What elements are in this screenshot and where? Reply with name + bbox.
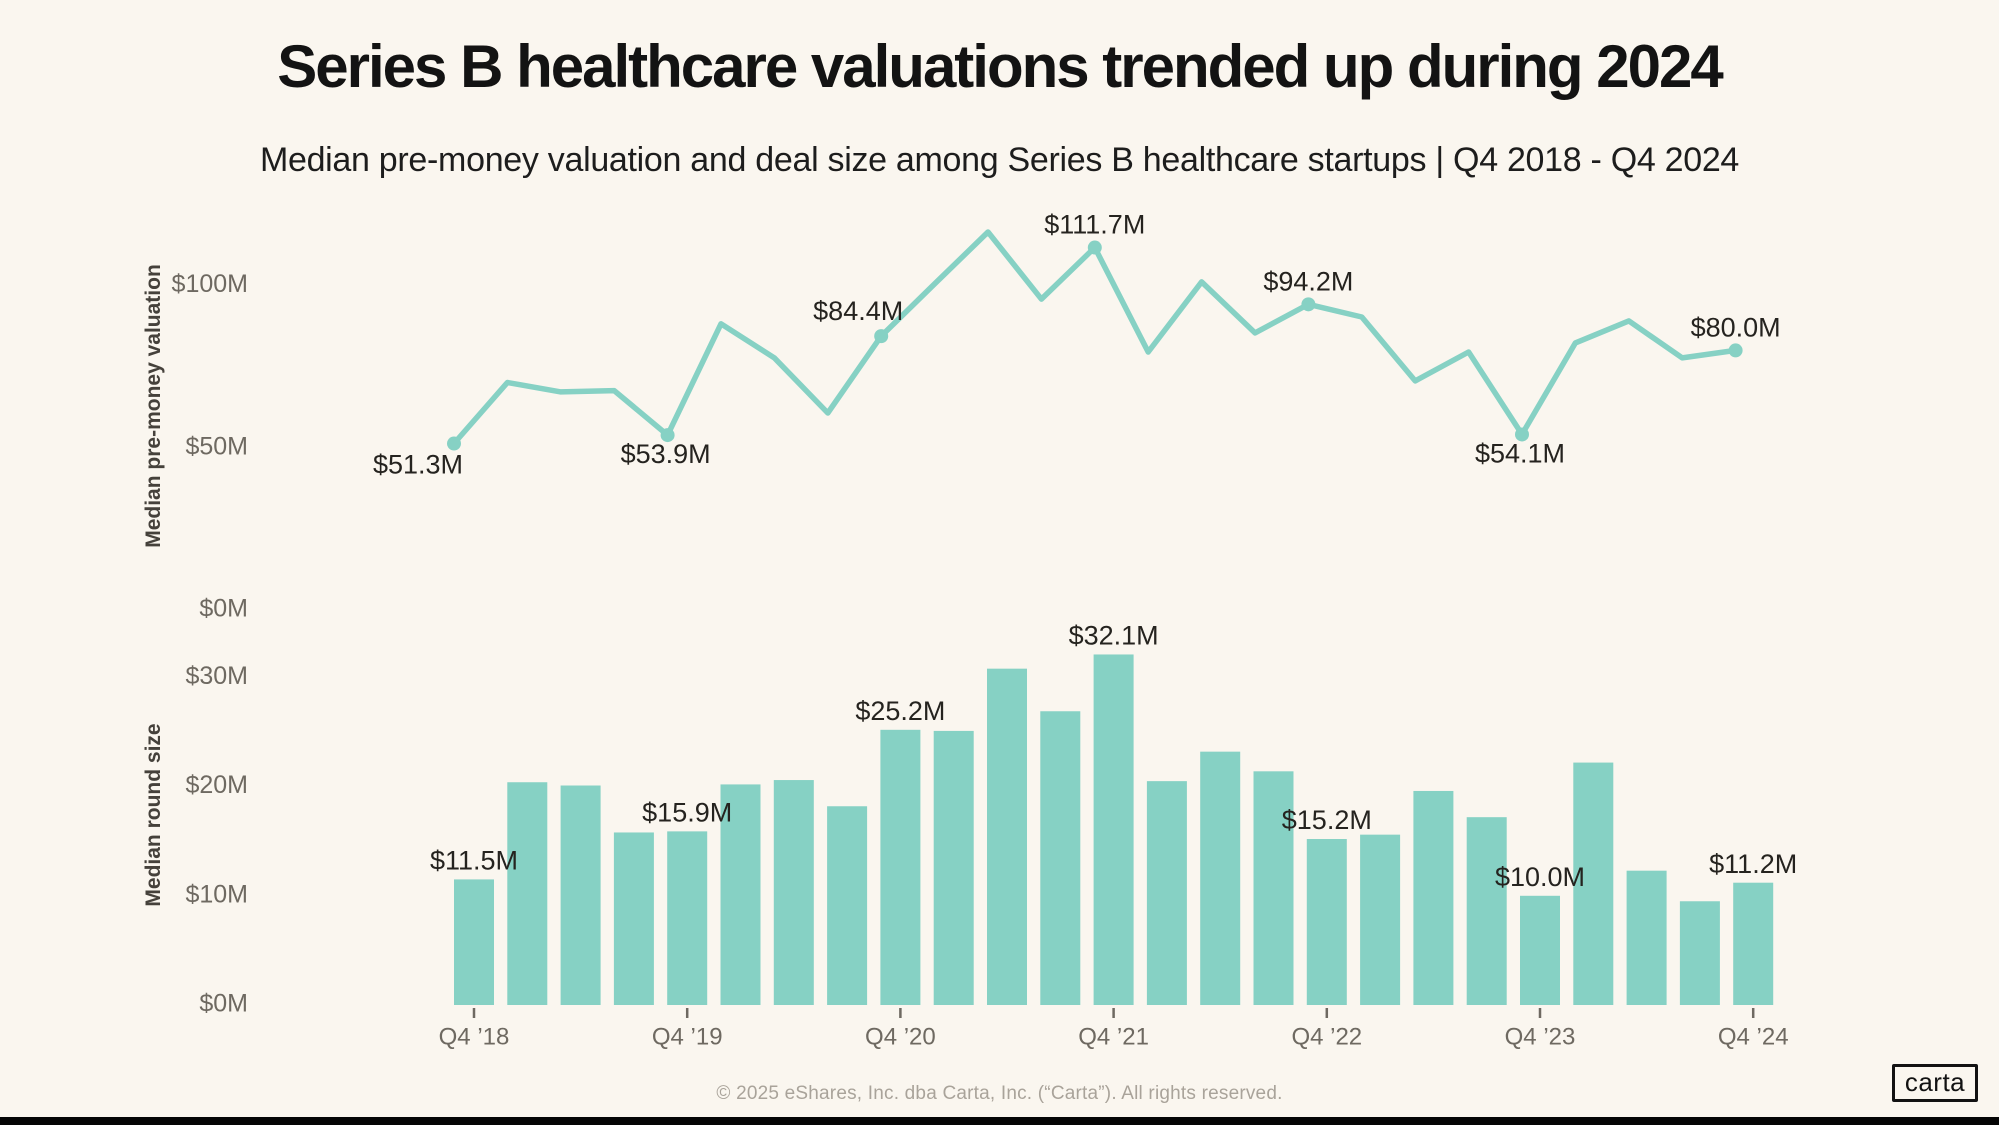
y-axis-tick-label: $0M	[199, 595, 248, 623]
x-axis-tick-label: Q4 ’18	[439, 1023, 510, 1050]
bar-data-label: $11.5M	[430, 846, 518, 876]
y-axis-tick-label: $100M	[172, 270, 248, 298]
bar-median-round-size	[1679, 901, 1720, 1005]
copyright-text: © 2025 eShares, Inc. dba Carta, Inc. (“C…	[716, 1083, 1283, 1104]
bar-median-round-size	[987, 668, 1027, 1005]
y-axis-tick-label: $30M	[185, 662, 248, 690]
data-point-marker	[1515, 427, 1529, 442]
data-point-marker	[874, 329, 889, 344]
y-axis-tick-label: $50M	[185, 432, 248, 460]
bar-median-round-size	[667, 831, 708, 1005]
x-axis-tick-label: Q4 ’22	[1291, 1023, 1362, 1050]
line-data-label: $94.2M	[1263, 266, 1353, 296]
bar-median-round-size	[1146, 781, 1187, 1005]
data-point-marker	[447, 436, 461, 451]
bar-median-round-size	[613, 832, 654, 1005]
bar-median-round-size	[1093, 654, 1134, 1005]
data-point-marker	[1728, 343, 1743, 358]
bar-median-round-size	[1520, 895, 1560, 1005]
bar-median-round-size	[1573, 762, 1614, 1005]
y-axis-tick-label: $20M	[185, 771, 248, 799]
bar-median-round-size	[1253, 771, 1294, 1005]
bar-median-round-size	[507, 782, 548, 1005]
bar-median-round-size	[1626, 870, 1667, 1005]
bar-median-round-size	[1466, 817, 1507, 1005]
bar-median-round-size	[1200, 751, 1241, 1005]
y-axis-title-round-size: Median round size	[142, 723, 165, 906]
bar-median-round-size	[1306, 839, 1347, 1005]
bar-data-label: $32.1M	[1069, 621, 1159, 651]
line-data-label: $84.4M	[813, 296, 903, 326]
carta-logo: carta	[1892, 1064, 1978, 1102]
bar-median-round-size	[827, 806, 868, 1005]
line-data-label: $80.0M	[1691, 313, 1781, 343]
bar-median-round-size	[1360, 834, 1401, 1005]
x-axis-tick-label: Q4 ’24	[1718, 1023, 1789, 1050]
page-title: Series B healthcare valuations trended u…	[277, 33, 1723, 100]
valuation-line	[451, 229, 1739, 447]
x-axis-tick-label: Q4 ’20	[865, 1023, 936, 1050]
y-axis-tick-label: $0M	[199, 990, 248, 1018]
bar-median-round-size	[454, 879, 494, 1005]
line-data-label: $51.3M	[373, 450, 463, 480]
bar-data-label: $11.2M	[1709, 849, 1797, 879]
bar-data-label: $25.2M	[855, 696, 945, 726]
data-point-marker	[660, 428, 675, 443]
data-point-marker	[1087, 240, 1102, 255]
bar-median-round-size	[560, 785, 601, 1005]
x-axis-tick-label: Q4 ’21	[1078, 1023, 1149, 1050]
carta-logo-text: carta	[1904, 1066, 1966, 1097]
bar-median-round-size	[773, 780, 814, 1005]
page-subtitle: Median pre-money valuation and deal size…	[259, 141, 1740, 179]
bar-data-label: $15.9M	[642, 797, 732, 827]
bar-median-round-size	[1040, 711, 1081, 1005]
data-point-marker	[1301, 297, 1316, 312]
bar-median-round-size	[1413, 790, 1454, 1005]
x-axis-tick-label: Q4 ’19	[652, 1023, 723, 1050]
bar-data-label: $15.2M	[1282, 805, 1372, 835]
line-data-label: $111.7M	[1044, 210, 1145, 240]
line-data-label: $53.9M	[621, 439, 711, 469]
bar-median-round-size	[720, 784, 761, 1005]
bottom-black-bar	[0, 1117, 1999, 1125]
bar-median-round-size	[880, 729, 921, 1005]
bar-median-round-size	[1733, 882, 1774, 1005]
y-axis-title-valuation: Median pre-money valuation	[142, 264, 165, 548]
x-axis-tick-label: Q4 ’23	[1505, 1023, 1576, 1050]
y-axis-tick-label: $10M	[185, 880, 248, 908]
line-data-label: $54.1M	[1475, 439, 1565, 469]
bar-median-round-size	[933, 730, 974, 1005]
bar-data-label: $10.0M	[1495, 862, 1585, 892]
